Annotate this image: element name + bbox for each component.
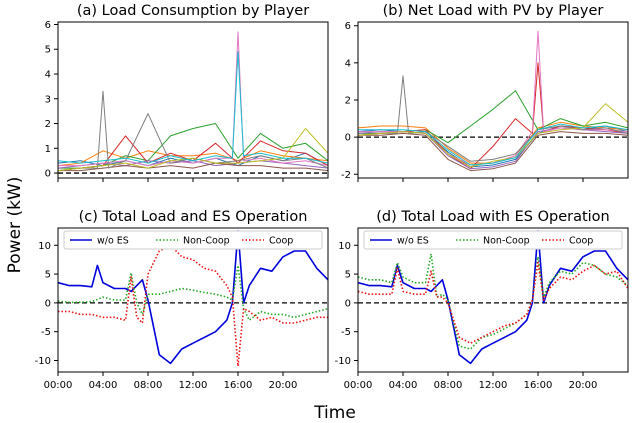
legend-box — [63, 230, 323, 250]
panel-title: (b) Net Load with PV by Player — [383, 3, 604, 19]
panel-title: (c) Total Load and ES Operation — [79, 209, 308, 225]
axes-frame — [57, 227, 329, 373]
y-tick-label: 1 — [45, 144, 51, 155]
series-line — [58, 51, 328, 164]
y-tick-label: 4 — [345, 58, 351, 69]
legend: w/o ES Non-Coop Coop — [63, 230, 323, 250]
figure-ylabel: Power (kW) — [5, 177, 25, 274]
x-tick-label: 12:00 — [179, 380, 208, 391]
series-line — [358, 30, 628, 166]
series-line — [58, 244, 328, 368]
panel-3: (c) Total Load and ES Operation -10 -5 0 5 10… — [35, 209, 329, 391]
x-tick-label: 12:00 — [479, 380, 508, 391]
plot-area — [358, 30, 628, 172]
series-line — [58, 230, 328, 365]
series-line — [58, 162, 328, 172]
x-tick-label: 16:00 — [224, 380, 253, 391]
x-tick-label: 20:00 — [569, 380, 598, 391]
panel-1: (a) Load Consumption by Player 0 1 2 3 4 5 6 — [45, 3, 329, 182]
panel-title: (d) Total Load with ES Operation — [376, 209, 610, 225]
series-line — [358, 75, 628, 162]
plot-area — [358, 230, 628, 365]
x-tick-label: 00:00 — [344, 380, 373, 391]
series-line — [358, 253, 628, 350]
x-tick-label: 08:00 — [434, 380, 463, 391]
legend-label: Non-Coop — [483, 236, 530, 247]
series-line — [58, 31, 328, 167]
series-line — [358, 123, 628, 166]
series-line — [58, 150, 328, 167]
series-line — [358, 261, 628, 345]
axes-frame — [357, 21, 629, 179]
y-tick-label: 0 — [345, 133, 351, 144]
y-tick-label: 0 — [45, 169, 51, 180]
y-tick-label: 6 — [345, 21, 351, 32]
y-tick-label: 2 — [345, 96, 351, 107]
y-tick-label: 6 — [45, 20, 51, 31]
panel-2: (b) Net Load with PV by Player -2 0 2 4 6 — [341, 3, 629, 182]
panel-4: (d) Total Load with ES Operation -10 -5 0 5 1… — [335, 209, 629, 391]
x-tick-label: 04:00 — [89, 380, 118, 391]
axes-frame — [57, 21, 329, 179]
panels: (a) Load Consumption by Player0123456(b)… — [35, 3, 629, 391]
y-tick-label: 0 — [45, 298, 51, 309]
x-tick-label: 16:00 — [524, 380, 553, 391]
y-tick-label: -2 — [341, 170, 351, 181]
series-line — [358, 62, 628, 170]
y-tick-label: 3 — [45, 94, 51, 105]
axes-frame — [357, 227, 629, 373]
y-tick-label: -10 — [335, 356, 351, 367]
legend-label: w/o ES — [397, 236, 429, 247]
plot-area — [58, 31, 328, 174]
legend-label: Non-Coop — [183, 236, 230, 247]
x-tick-label: 04:00 — [389, 380, 418, 391]
x-tick-label: 08:00 — [134, 380, 163, 391]
y-tick-label: 10 — [38, 241, 51, 252]
y-tick-label: -5 — [41, 327, 51, 338]
legend-label: Coop — [569, 236, 593, 247]
x-tick-label: 20:00 — [269, 380, 298, 391]
y-tick-label: 0 — [345, 298, 351, 309]
series-line — [358, 230, 628, 365]
y-tick-label: 4 — [45, 70, 51, 81]
y-tick-label: 5 — [345, 270, 351, 281]
legend-label: w/o ES — [97, 236, 129, 247]
y-tick-label: -5 — [341, 327, 351, 338]
legend-label: Coop — [269, 236, 293, 247]
y-tick-label: 5 — [45, 45, 51, 56]
series-line — [358, 90, 628, 144]
legend-box — [363, 230, 623, 250]
figure-xlabel: Time — [313, 403, 356, 423]
legend: w/o ES Non-Coop Coop — [363, 230, 623, 250]
plot-area — [58, 230, 328, 368]
y-tick-label: 2 — [45, 119, 51, 130]
panel-title: (a) Load Consumption by Player — [77, 3, 309, 19]
series-line — [358, 103, 628, 168]
series-line — [58, 264, 328, 322]
y-tick-label: 10 — [338, 241, 351, 252]
y-tick-label: 5 — [45, 270, 51, 281]
y-tick-label: -10 — [35, 356, 51, 367]
x-tick-label: 00:00 — [44, 380, 73, 391]
series-line — [358, 131, 628, 172]
